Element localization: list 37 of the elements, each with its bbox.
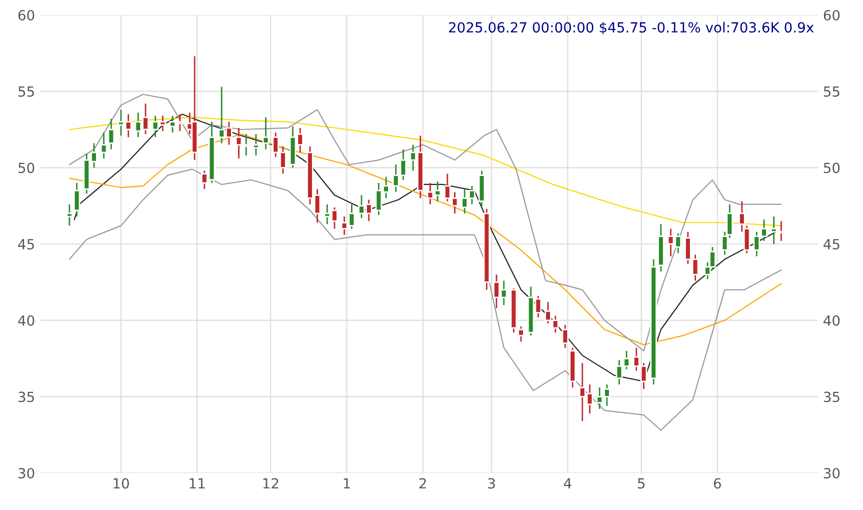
line-series <box>68 94 782 352</box>
y2-tick-label: 50 <box>824 162 840 174</box>
x-tick-label: 3 <box>488 478 495 489</box>
candlestick <box>252 133 260 156</box>
y2-tick-label: 55 <box>824 86 840 97</box>
y-tick-label: 35 <box>18 392 34 402</box>
y-tick-label: 55 <box>18 86 34 97</box>
y2-tick-label: 35 <box>824 392 840 402</box>
line-series <box>68 168 782 431</box>
y-tick-label: 30 <box>18 468 34 478</box>
x-tick-label: 12 <box>263 478 278 488</box>
y-tick-label: 45 <box>18 239 34 250</box>
chart-title: 2025.06.27 00:00:00 $45.75 -0.11% vol:703.6K 0.9x <box>448 22 814 34</box>
y-tick-label: 50 <box>18 162 34 174</box>
y-tick-label: 40 <box>18 315 34 326</box>
candlestick <box>518 326 524 342</box>
y2-tick-label: 30 <box>824 468 840 478</box>
y-tick-label: 60 <box>18 10 34 20</box>
x-tick-label: 2 <box>419 478 426 488</box>
x-tick-label: 5 <box>638 478 644 489</box>
line-series <box>74 114 777 382</box>
x-tick-label: 11 <box>190 478 205 488</box>
y2-tick-label: 60 <box>824 10 840 20</box>
candlestick <box>262 116 270 150</box>
line-series <box>68 134 782 346</box>
candlestick <box>108 118 115 150</box>
candlestick <box>66 204 73 226</box>
x-tick-label: 4 <box>564 478 572 488</box>
candlestick <box>73 182 80 218</box>
y2-tick-label: 45 <box>824 239 840 250</box>
candlestick <box>562 324 569 349</box>
x-tick-label: 6 <box>714 478 721 489</box>
candlestick <box>100 132 108 160</box>
x-tick-label: 10 <box>114 478 129 489</box>
line-series <box>68 116 782 226</box>
x-tick-label: 1 <box>344 478 350 488</box>
y2-tick-label: 40 <box>824 315 840 326</box>
